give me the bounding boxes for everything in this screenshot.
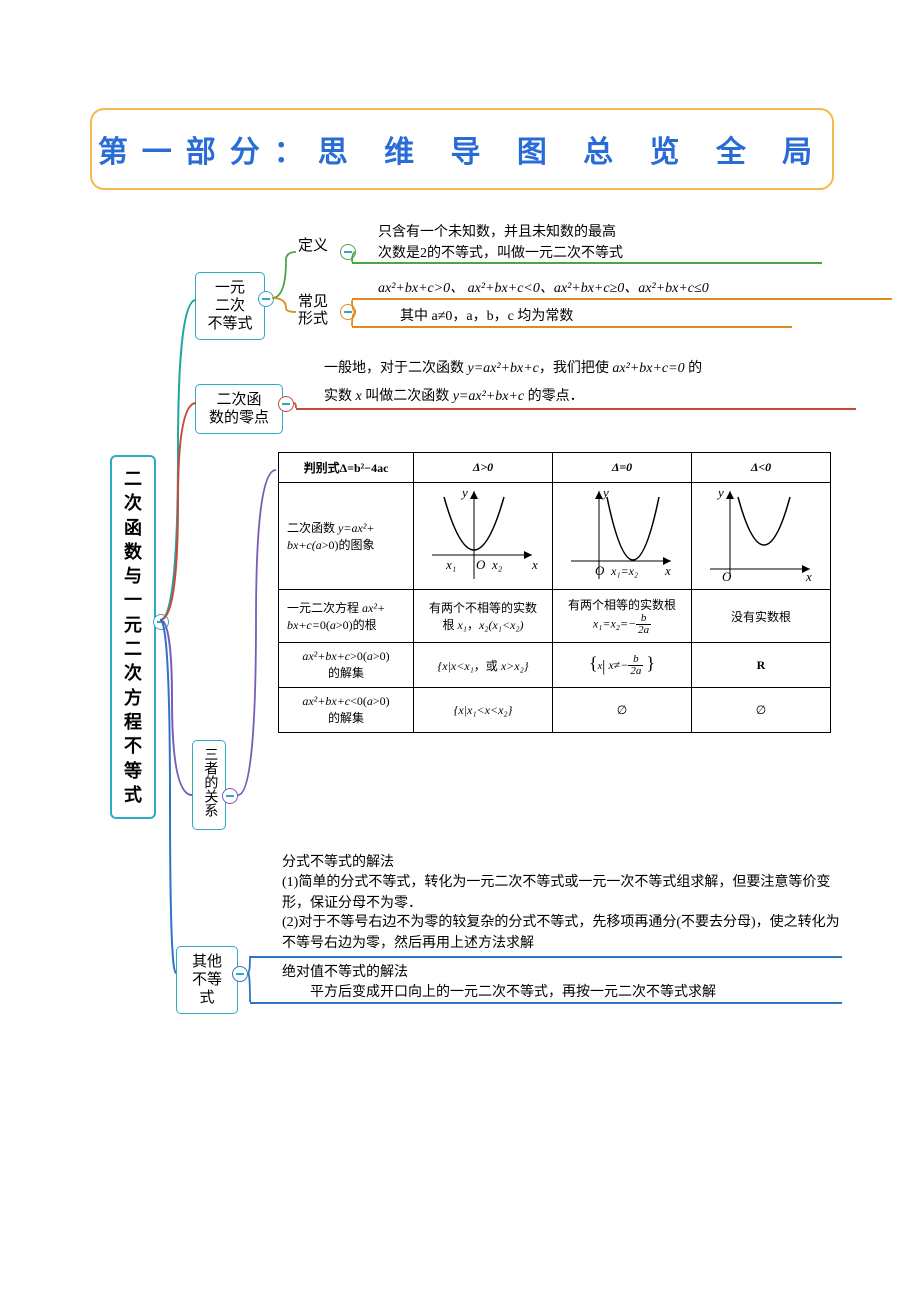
cell-graph-2: y O x₁=x₂ x (553, 483, 692, 590)
cell-roots-2: 有两个相等的实数根x₁=x₂=−b2a (553, 590, 692, 643)
cell-gt-1: {x|x<x₁，或 x>x₂} (414, 643, 553, 688)
node-relation: 三者的关系 (192, 740, 226, 830)
node-other-label: 其他 不等 式 (192, 954, 222, 1006)
uline-def (352, 262, 822, 264)
node-zeros-connector (278, 396, 294, 412)
svg-text:O: O (595, 563, 605, 578)
cell-roots-label: 一元二次方程 ax²+bx+c=0(a>0)的根 (279, 590, 414, 643)
cell-roots-1: 有两个不相等的实数根 x₁，x₂(x₁<x₂) (414, 590, 553, 643)
svg-text:y: y (601, 485, 609, 500)
forms-connector (340, 304, 356, 320)
cell-lt-3: ∅ (692, 688, 831, 733)
node-inequality-connector (258, 291, 274, 307)
root-node: 二次函数与一元二次方程不等式 (110, 455, 156, 819)
cell-gt-2: {x| x≠−b2a } (553, 643, 692, 688)
text-abs-title: 绝对值不等式的解法 (282, 962, 842, 983)
table-row-lt: ax²+bx+c<0(a>0)的解集 {x|x₁<x<x₂} ∅ ∅ (279, 688, 831, 733)
title-box: 第一部分：思 维 导 图 总 览 全 局 (90, 108, 834, 190)
root-label: 二次函数与一元二次方程不等式 (124, 469, 142, 805)
parabola-two-roots: y x O x₁ x₂ (414, 483, 542, 589)
node-inequality-label: 一元 二次 不等式 (207, 280, 252, 332)
parabola-no-root: y O x (692, 483, 820, 589)
text-frac-p1: (1)简单的分式不等式，转化为一元二次不等式或一元一次不等式组求解，但要注意等价… (282, 872, 842, 914)
relation-table: 判别式Δ=b²−4ac Δ>0 Δ=0 Δ<0 二次函数 y=ax²+bx+c(… (278, 452, 831, 733)
page-title: 第一部分：思 维 导 图 总 览 全 局 (98, 127, 826, 171)
cell-lt-label: ax²+bx+c<0(a>0)的解集 (279, 688, 414, 733)
text-forms1: ax²+bx+c>0、 ax²+bx+c<0、ax²+bx+c≥0、ax²+bx… (378, 278, 898, 299)
node-other-connector (232, 966, 248, 982)
text-frac-p2: (2)对于不等号右边不为零的较复杂的分式不等式，先移项再通分(不要去分母)，使之… (282, 912, 842, 954)
text-forms1-math: ax²+bx+c>0、 ax²+bx+c<0、ax²+bx+c≥0、ax²+bx… (378, 281, 709, 296)
uline-other2 (250, 1002, 842, 1004)
table-row-roots: 一元二次方程 ax²+bx+c=0(a>0)的根 有两个不相等的实数根 x₁，x… (279, 590, 831, 643)
text-frac-title: 分式不等式的解法 (282, 852, 842, 873)
node-relation-connector (222, 788, 238, 804)
cell-lt-2: ∅ (553, 688, 692, 733)
text-zero2: 实数 x 叫做二次函数 y=ax²+bx+c 的零点． (324, 386, 864, 407)
label-definition: 定义 (298, 234, 328, 255)
text-abs-p: 平方后变成开口向上的一元二次不等式，再按一元二次不等式求解 (310, 982, 850, 1003)
svg-text:x₁=x₂: x₁=x₂ (610, 564, 638, 578)
node-inequality: 一元 二次 不等式 (195, 272, 265, 340)
table-row-gt: ax²+bx+c>0(a>0)的解集 {x|x<x₁，或 x>x₂} {x| x… (279, 643, 831, 688)
table-header-row: 判别式Δ=b²−4ac Δ>0 Δ=0 Δ<0 (279, 453, 831, 483)
cell-graph-3: y O x (692, 483, 831, 590)
page: 第一部分：思 维 导 图 总 览 全 局 二次函数与一元二次方程不等式 一元 二… (0, 0, 920, 1302)
th-discriminant: 判别式Δ=b²−4ac (279, 453, 414, 483)
svg-text:x: x (531, 557, 538, 572)
uline-other1 (250, 956, 842, 958)
text-definition: 只含有一个未知数，并且未知数的最高 次数是2的不等式，叫做一元二次不等式 (378, 222, 808, 264)
svg-text:O: O (722, 569, 732, 584)
cell-roots-3: 没有实数根 (692, 590, 831, 643)
node-other: 其他 不等 式 (176, 946, 238, 1014)
svg-text:x₂: x₂ (491, 557, 503, 572)
svg-text:x: x (805, 569, 812, 584)
parabola-one-root: y O x₁=x₂ x (553, 483, 681, 589)
text-zero1: 一般地，对于二次函数 y=ax²+bx+c，我们把使 ax²+bx+c=0 的 (324, 358, 864, 379)
node-zeros: 二次函 数的零点 (195, 384, 283, 434)
uline-zero (296, 408, 856, 410)
th-d-lt0: Δ<0 (692, 453, 831, 483)
cell-graph-1: y x O x₁ x₂ (414, 483, 553, 590)
text-forms2: 其中 a≠0，a，b，c 均为常数 (400, 306, 820, 327)
root-connector (153, 614, 169, 630)
svg-text:y: y (460, 485, 468, 500)
cell-graph-label: 二次函数 y=ax²+bx+c(a>0)的图象 (279, 483, 414, 590)
svg-text:y: y (716, 485, 724, 500)
svg-text:O: O (476, 557, 486, 572)
table-row-graph: 二次函数 y=ax²+bx+c(a>0)的图象 y x O x₁ x₂ (279, 483, 831, 590)
svg-text:x: x (664, 563, 671, 578)
node-relation-label: 三者的关系 (201, 747, 218, 817)
cell-gt-label: ax²+bx+c>0(a>0)的解集 (279, 643, 414, 688)
label-forms: 常见 形式 (298, 294, 328, 327)
uline-forms1 (352, 298, 892, 300)
th-d-eq0: Δ=0 (553, 453, 692, 483)
cell-lt-1: {x|x₁<x<x₂} (414, 688, 553, 733)
cell-gt-3: R (692, 643, 831, 688)
node-zeros-label: 二次函 数的零点 (209, 392, 269, 426)
svg-text:x₁: x₁ (445, 557, 456, 572)
def-connector (340, 244, 356, 260)
th-d-gt0: Δ>0 (414, 453, 553, 483)
uline-forms2 (352, 326, 792, 328)
